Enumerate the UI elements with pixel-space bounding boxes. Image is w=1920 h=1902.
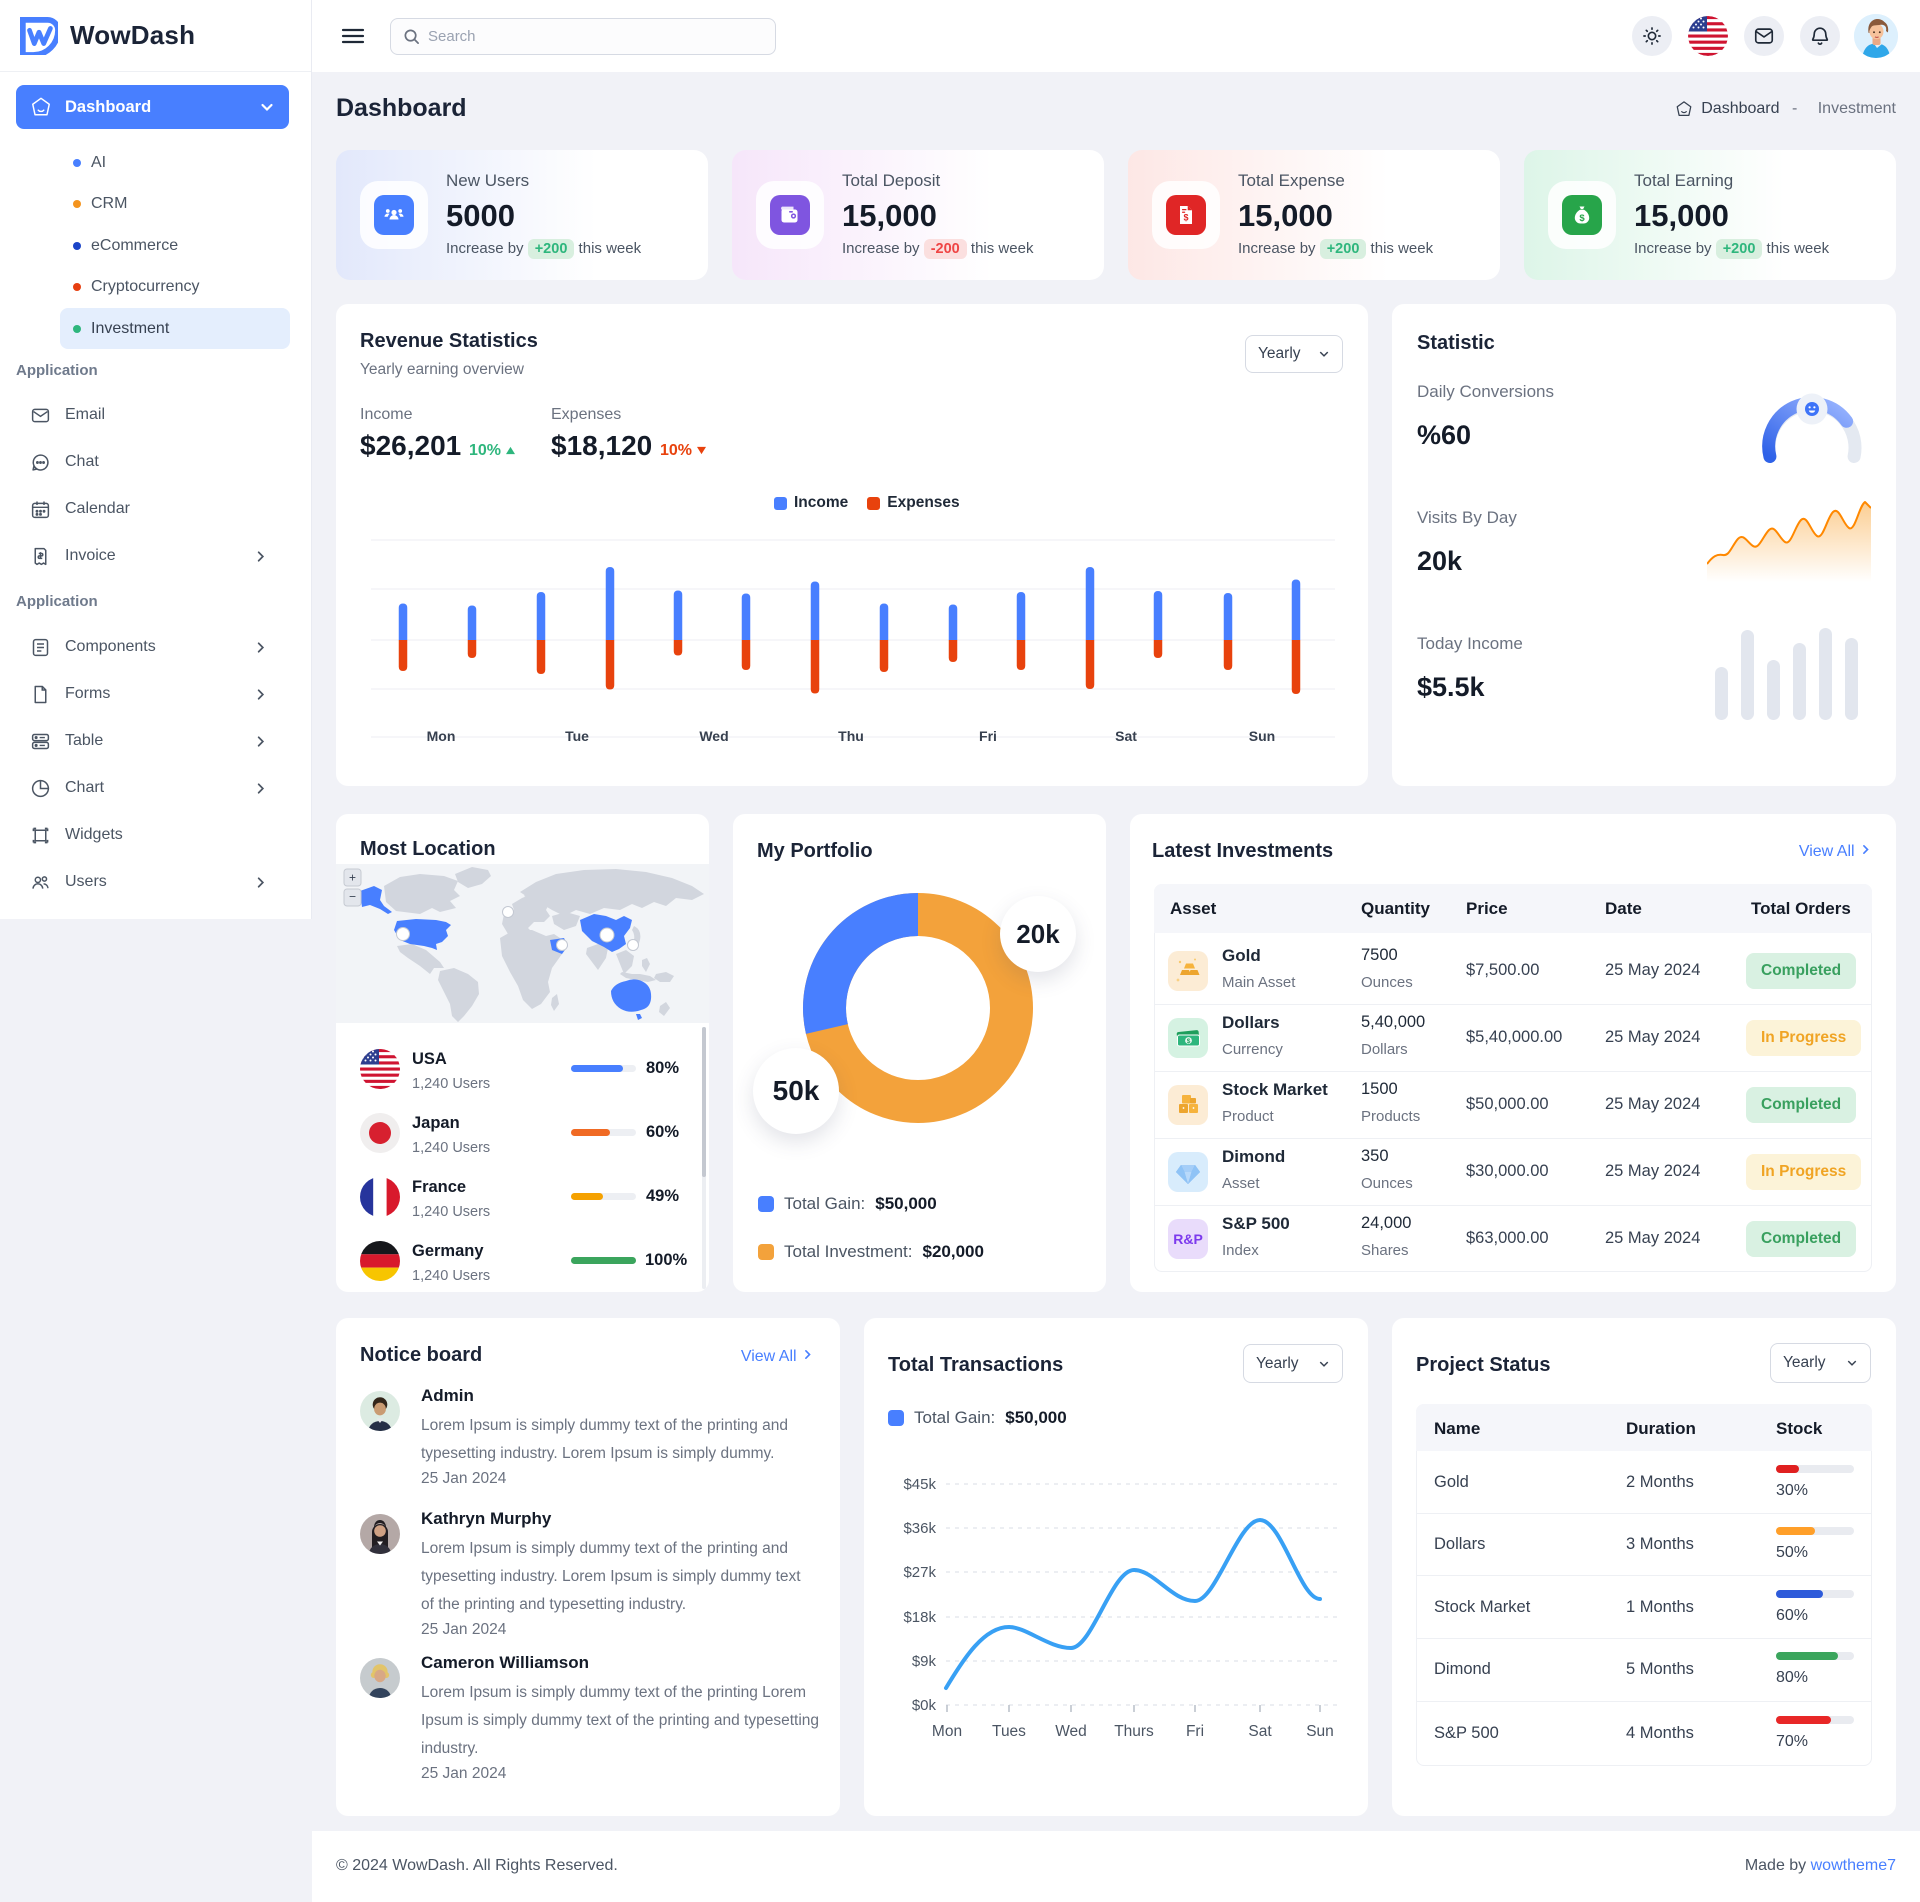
- svg-text:Fri: Fri: [1186, 1723, 1204, 1740]
- svg-text:+: +: [349, 871, 356, 885]
- svg-text:Mon: Mon: [932, 1723, 962, 1740]
- svg-text:Sun: Sun: [1306, 1723, 1334, 1740]
- svg-text:$27k: $27k: [903, 1564, 936, 1581]
- svg-text:−: −: [349, 890, 356, 904]
- svg-text:Sat: Sat: [1248, 1723, 1272, 1740]
- svg-text:$9k: $9k: [912, 1653, 937, 1670]
- svg-text:Thurs: Thurs: [1114, 1723, 1154, 1740]
- svg-text:$: $: [1183, 213, 1188, 223]
- svg-text:$45k: $45k: [903, 1476, 936, 1493]
- svg-text:$36k: $36k: [903, 1520, 936, 1537]
- svg-text:$: $: [1579, 213, 1585, 224]
- svg-text:Tues: Tues: [992, 1723, 1026, 1740]
- svg-text:$: $: [1187, 1038, 1191, 1045]
- svg-text:Wed: Wed: [1055, 1723, 1087, 1740]
- svg-text:$18k: $18k: [903, 1609, 936, 1626]
- svg-text:$0k: $0k: [912, 1697, 937, 1714]
